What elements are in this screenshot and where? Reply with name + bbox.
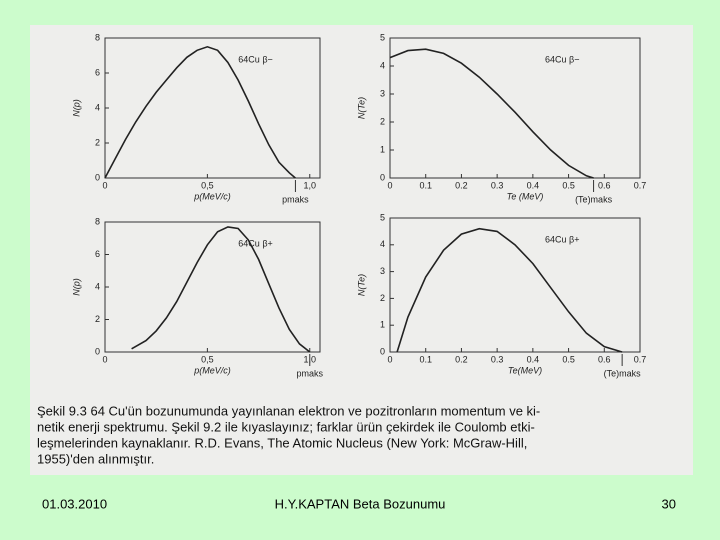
endpoint-label: (Te)maks <box>604 368 642 378</box>
spectrum-curve <box>389 48 594 179</box>
x-tick-label: 0.1 <box>419 354 432 364</box>
x-tick-label: 0,5 <box>201 180 214 190</box>
x-tick-label: 0.3 <box>491 180 504 190</box>
y-tick-label: 0 <box>380 346 385 356</box>
y-axis-label: N(Te) <box>356 97 366 119</box>
y-axis-label: N(p) <box>71 99 81 117</box>
x-tick-label: 0.5 <box>562 354 575 364</box>
x-tick-label: 0.3 <box>491 354 504 364</box>
x-tick-label: 0.2 <box>455 354 468 364</box>
x-axis-label: p(MeV/c) <box>193 191 231 201</box>
endpoint-label: (Te)maks <box>575 194 613 204</box>
y-axis-label: N(Te) <box>356 274 366 296</box>
x-tick-label: 0 <box>387 180 392 190</box>
spectrum-curve <box>131 226 311 353</box>
endpoint-label: pmaks <box>297 368 324 378</box>
y-tick-label: 6 <box>95 249 100 259</box>
y-tick-label: 5 <box>380 212 385 222</box>
caption-line: netik enerji spektrumu. Şekil 9.2 ile kı… <box>37 419 535 434</box>
y-tick-label: 0 <box>95 346 100 356</box>
nuclide-label: 64Cu β+ <box>238 238 272 248</box>
y-tick-label: 3 <box>380 88 385 98</box>
x-tick-label: 0.7 <box>634 354 647 364</box>
scan <box>30 25 693 475</box>
y-tick-label: 2 <box>95 137 100 147</box>
x-axis-label: Te(MeV) <box>508 365 542 375</box>
y-tick-label: 2 <box>380 116 385 126</box>
caption-line: leşmelerinden kaynaklanır. R.D. Evans, T… <box>37 435 527 450</box>
caption-line: Şekil 9.3 64 Cu'ün bozunumunda yayınlana… <box>37 403 540 418</box>
nuclide-label: 64Cu β− <box>238 54 272 64</box>
x-axis-label: Te (MeV) <box>507 191 544 201</box>
nuclide-label: 64Cu β− <box>545 54 579 64</box>
y-tick-label: 1 <box>380 144 385 154</box>
y-tick-label: 4 <box>95 102 100 112</box>
y-tick-label: 1 <box>380 320 385 330</box>
plot-frame <box>389 37 641 179</box>
spectrum-curve <box>104 45 296 179</box>
plots: 0 2 4 6 8 0 0,5 1,0 p(MeV/c) N(p) 64Cu β− pmaks 0 1 2 3… <box>71 32 646 378</box>
x-tick-label: 0.6 <box>598 354 611 364</box>
x-tick-label: 0 <box>387 354 392 364</box>
footer-title: H.Y.KAPTAN Beta Bozunumu <box>275 496 446 511</box>
y-axis-label: N(p) <box>71 278 81 296</box>
y-tick-label: 0 <box>95 172 100 182</box>
x-tick-label: 0.6 <box>598 180 611 190</box>
x-tick-label: 0.2 <box>455 180 468 190</box>
x-tick-label: 0.4 <box>527 180 540 190</box>
y-tick-label: 4 <box>95 281 100 291</box>
y-tick-label: 5 <box>380 32 385 42</box>
x-tick-label: 0,5 <box>201 354 214 364</box>
x-tick-label: 1,0 <box>304 180 317 190</box>
x-tick-label: 0.5 <box>562 180 575 190</box>
nuclide-label: 64Cu β+ <box>545 234 579 244</box>
y-tick-label: 8 <box>95 216 100 226</box>
x-tick-label: 0.1 <box>419 180 432 190</box>
y-tick-label: 4 <box>380 239 385 249</box>
y-tick-label: 6 <box>95 67 100 77</box>
x-tick-label: 0.4 <box>527 354 540 364</box>
y-tick-label: 4 <box>380 60 385 70</box>
x-tick-label: 0 <box>102 180 107 190</box>
y-tick-label: 3 <box>380 266 385 276</box>
y-tick-label: 2 <box>380 293 385 303</box>
caption-line: 1955)'den alınmıştır. <box>37 451 154 466</box>
footer-date: 01.03.2010 <box>42 496 107 511</box>
footer-page: 30 <box>662 496 676 511</box>
x-axis-label: p(MeV/c) <box>193 365 231 375</box>
y-tick-label: 0 <box>380 172 385 182</box>
x-tick-label: 0.7 <box>634 180 647 190</box>
y-tick-label: 8 <box>95 32 100 42</box>
endpoint-label: pmaks <box>282 194 309 204</box>
plot-frame <box>389 217 641 353</box>
spectrum-curve <box>396 227 623 353</box>
x-tick-label: 0 <box>102 354 107 364</box>
y-tick-label: 2 <box>95 314 100 324</box>
